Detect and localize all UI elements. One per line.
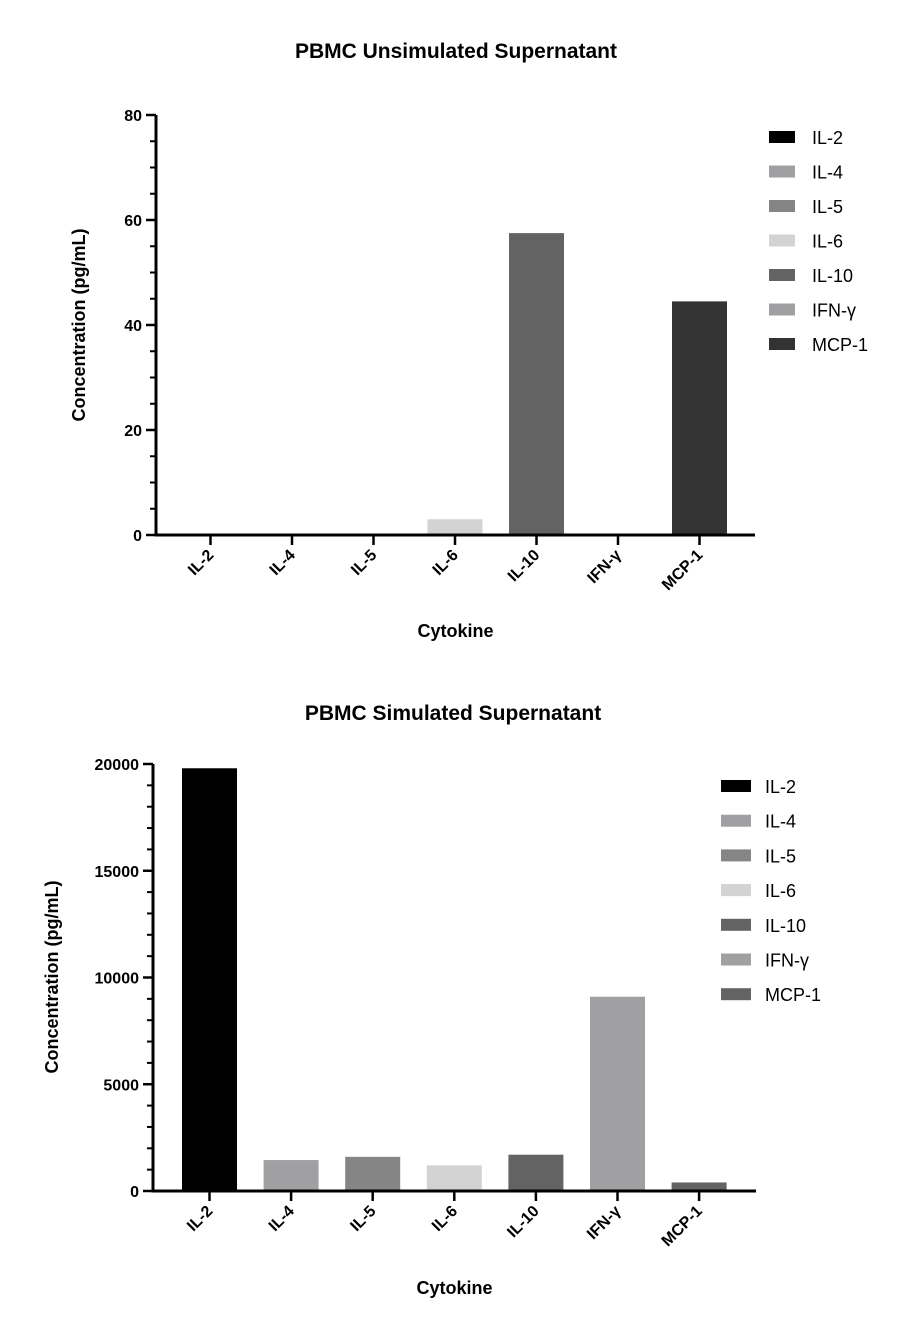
bar-mcp-1 bbox=[672, 301, 727, 535]
x-axis-label: Cytokine bbox=[416, 1278, 492, 1298]
y-tick-label: 20000 bbox=[95, 757, 140, 774]
legend-swatch bbox=[769, 200, 795, 212]
bar-il-6 bbox=[426, 1165, 482, 1191]
legend-swatch bbox=[769, 234, 795, 247]
legend-label: IL-4 bbox=[765, 812, 796, 832]
legend-swatch bbox=[721, 953, 751, 966]
y-tick-label: 10000 bbox=[95, 971, 140, 988]
x-tick-label: IL-2 bbox=[184, 1203, 216, 1235]
x-tick-label: IL-5 bbox=[347, 1203, 379, 1235]
legend-swatch bbox=[721, 884, 751, 897]
chart-title: PBMC Simulated Supernatant bbox=[305, 702, 601, 725]
bar-il-2 bbox=[182, 768, 237, 1191]
legend-label: IL-10 bbox=[765, 916, 806, 936]
y-tick-label: 40 bbox=[124, 318, 142, 335]
y-tick-label: 15000 bbox=[95, 864, 140, 881]
legend-swatch bbox=[721, 780, 751, 792]
y-tick-label: 0 bbox=[130, 1184, 139, 1201]
chart-title: PBMC Unsimulated Supernatant bbox=[295, 40, 617, 63]
x-tick-label: IFN-γ bbox=[585, 547, 625, 587]
x-tick-label: IL-2 bbox=[185, 547, 217, 579]
y-tick-label: 80 bbox=[124, 108, 142, 125]
x-tick-label: IL-10 bbox=[504, 1203, 542, 1241]
legend-swatch bbox=[769, 338, 795, 350]
x-axis-label: Cytokine bbox=[417, 621, 493, 641]
y-tick-label: 5000 bbox=[103, 1077, 139, 1094]
legend-swatch bbox=[721, 849, 751, 862]
x-tick-label: IL-6 bbox=[429, 1203, 461, 1235]
chart-stimulated: PBMC Simulated Supernatant 0 5000 10000 1500… bbox=[42, 702, 821, 1298]
legend-label: IFN-γ bbox=[765, 951, 809, 971]
y-tick-label: 20 bbox=[124, 423, 142, 440]
x-tick-label: IL-4 bbox=[266, 1203, 298, 1235]
bar-mcp-1 bbox=[671, 1182, 727, 1191]
legend-swatch bbox=[769, 131, 795, 143]
x-tick-label: MCP-1 bbox=[659, 547, 706, 594]
legend-label: IL-6 bbox=[812, 232, 843, 252]
legend-label: IFN-γ bbox=[812, 301, 856, 321]
bar-il-4 bbox=[263, 1160, 319, 1191]
bar-il-6 bbox=[427, 519, 483, 535]
bar-il-5 bbox=[345, 1156, 401, 1191]
legend-swatch bbox=[721, 988, 751, 1001]
legend-label: IL-5 bbox=[765, 846, 796, 866]
legend-swatch bbox=[769, 165, 795, 178]
x-tick-label: IL-4 bbox=[267, 547, 299, 579]
legend-label: MCP-1 bbox=[765, 985, 821, 1005]
bar-ifn- bbox=[590, 996, 645, 1191]
bar-il-10 bbox=[508, 1154, 564, 1191]
bar-il-10 bbox=[509, 233, 564, 535]
y-axis-label: Concentration (pg/mL) bbox=[69, 229, 89, 422]
x-tick-label: MCP-1 bbox=[659, 1203, 706, 1250]
legend-swatch bbox=[721, 814, 751, 827]
legend-label: MCP-1 bbox=[812, 335, 868, 355]
x-tick-label: IL-5 bbox=[348, 547, 380, 579]
chart-unstimulated: PBMC Unsimulated Supernatant 0 20 40 60 80 IL-… bbox=[69, 40, 868, 641]
x-tick-label: IL-10 bbox=[505, 547, 543, 585]
x-tick-label: IFN-γ bbox=[584, 1203, 624, 1243]
legend-label: IL-4 bbox=[812, 163, 843, 183]
legend-label: IL-10 bbox=[812, 266, 853, 286]
legend-swatch bbox=[721, 918, 751, 931]
legend-label: IL-5 bbox=[812, 197, 843, 217]
y-tick-label: 0 bbox=[133, 528, 142, 545]
legend-swatch bbox=[769, 303, 795, 316]
legend-label: IL-2 bbox=[765, 777, 796, 797]
y-axis-label: Concentration (pg/mL) bbox=[42, 881, 62, 1074]
legend-label: IL-2 bbox=[812, 128, 843, 148]
legend-label: IL-6 bbox=[765, 881, 796, 901]
x-tick-label: IL-6 bbox=[430, 547, 462, 579]
y-tick-label: 60 bbox=[124, 213, 142, 230]
legend-swatch bbox=[769, 269, 795, 281]
